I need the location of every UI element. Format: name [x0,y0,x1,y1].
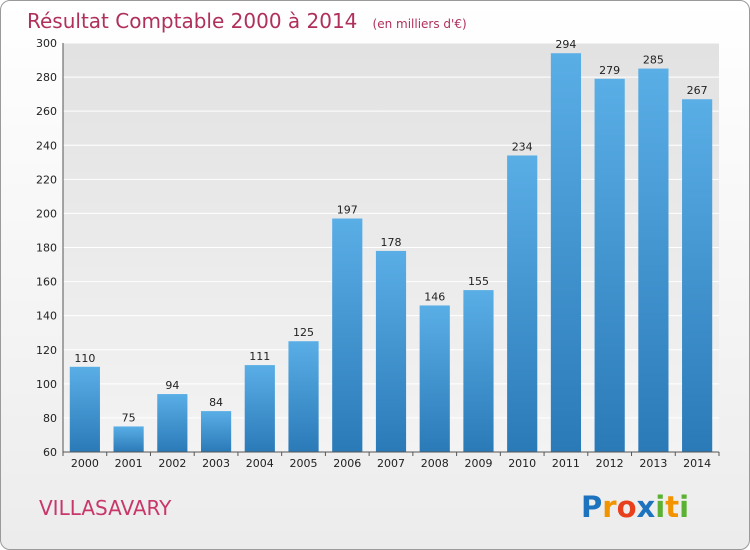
y-tick-label: 120 [36,344,57,357]
logo-letter: i [655,490,665,524]
x-tick-label-2003: 2003 [202,457,230,470]
x-tick-label-2000: 2000 [71,457,99,470]
y-tick-label: 60 [43,446,57,459]
bar-2009 [463,290,494,452]
logo-letter: t [665,490,679,524]
x-tick-label-2014: 2014 [683,457,711,470]
x-tick-label-2005: 2005 [290,457,318,470]
logo-letter: i [679,490,689,524]
x-tick-label-2010: 2010 [508,457,536,470]
value-label-2000: 110 [74,352,95,365]
value-labels: 110 75 94 84 111 125 197 178 146 155 234 294 279 285 2… [74,38,707,424]
y-tick-label: 80 [43,412,57,425]
proxiti-logo: Proxiti [581,490,689,524]
value-label-2009: 155 [468,275,489,288]
y-tick-label: 260 [36,105,57,118]
value-label-2004: 111 [249,350,270,363]
y-tick-label: 240 [36,139,57,152]
chart-title-unit: (en milliers d'€) [373,17,467,31]
value-label-2005: 125 [293,326,314,339]
y-tick-label: 220 [36,173,57,186]
y-tick-label: 100 [36,378,57,391]
bar-2011 [550,53,582,452]
logo-letter: x [637,490,656,524]
value-label-2010: 234 [512,140,533,153]
bar-2013 [638,68,669,452]
place-name: VILLASAVARY [39,496,172,520]
bar-2001 [113,426,144,452]
bars [69,53,713,453]
bar-2003 [200,411,232,452]
x-tick-label-2009: 2009 [464,457,492,470]
x-tick-label-2011: 2011 [552,457,580,470]
bar-2002 [157,394,188,452]
bar-2014 [682,99,713,453]
value-label-2008: 146 [424,290,445,303]
x-axis: 2000 2001 2002 2003 2004 2005 2006 2007 2008 2009… [62,451,720,470]
x-tick-label-2006: 2006 [333,457,361,470]
bar-2005 [288,341,319,452]
value-label-2012: 279 [599,64,620,77]
value-label-2006: 197 [337,204,358,217]
y-tick-label: 180 [36,242,57,255]
value-label-2002: 94 [165,379,179,392]
y-tick-label: 300 [36,37,57,50]
value-label-2013: 285 [643,54,664,67]
bar-2007 [375,250,407,452]
y-tick-label: 140 [36,310,57,323]
x-tick-label-2004: 2004 [246,457,274,470]
value-label-2007: 178 [381,236,402,249]
bar-2004 [244,365,275,452]
y-tick-label: 280 [36,71,57,84]
x-tick-label-2001: 2001 [115,457,143,470]
bar-2010 [507,155,538,452]
x-tick-label-2012: 2012 [596,457,624,470]
bar-2012 [594,78,625,452]
value-label-2003: 84 [209,396,223,409]
logo-letter: o [617,490,637,524]
chart-title-main: Résultat Comptable 2000 à 2014 [27,9,357,33]
bar-2000 [69,366,100,452]
value-label-2014: 267 [687,84,708,97]
x-tick-label-2008: 2008 [421,457,449,470]
bar-2006 [332,218,363,452]
x-tick-label-2002: 2002 [158,457,186,470]
logo-letter: r [602,490,617,524]
x-tick-label-2007: 2007 [377,457,405,470]
y-tick-label: 200 [36,207,57,220]
logo-letter: P [581,490,602,524]
chart-title: Résultat Comptable 2000 à 2014 (en milli… [27,9,467,33]
bar-2008 [419,305,450,452]
x-tick-label-2013: 2013 [639,457,667,470]
y-axis: 60 80 100 120 140 160 180 200 220 240 260 280 300 [36,37,64,459]
y-tick-label: 160 [36,276,57,289]
value-label-2001: 75 [122,411,136,424]
value-label-2011: 294 [555,38,576,51]
